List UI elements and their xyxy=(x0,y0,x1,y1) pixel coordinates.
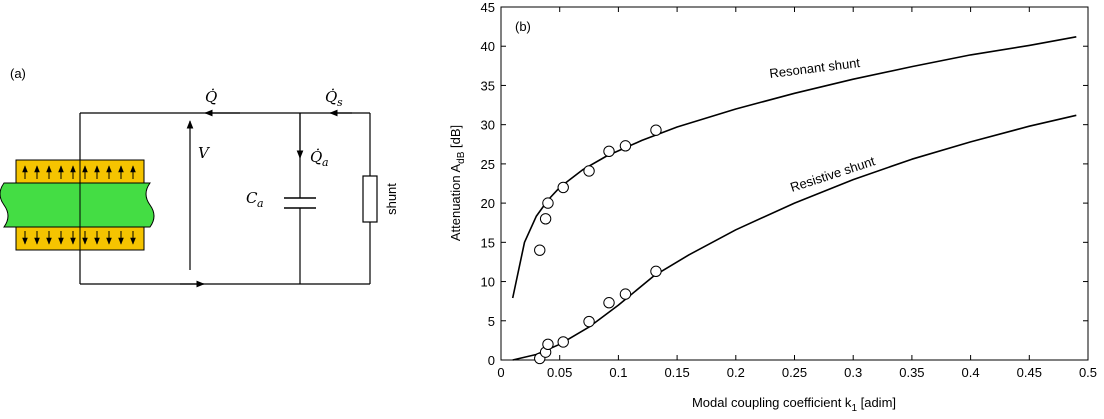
y-tick-label: 0 xyxy=(488,353,495,368)
x-axis-label: Modal coupling coefficient k1 [adim] xyxy=(692,395,896,414)
data-point-resonant xyxy=(534,244,546,256)
y-tick-label: 35 xyxy=(481,78,495,93)
series-points xyxy=(534,124,662,365)
data-point-resonant xyxy=(583,165,595,177)
y-tick-label: 5 xyxy=(488,314,495,329)
shunt-box xyxy=(362,175,378,223)
x-tick-label: 0.2 xyxy=(727,365,745,380)
data-point-resonant xyxy=(542,197,554,209)
svg-text:a: a xyxy=(322,156,329,169)
data-point-resistive xyxy=(557,336,569,348)
x-tick-label: 0 xyxy=(497,365,504,380)
x-tick-label: 0.25 xyxy=(782,365,807,380)
data-point-resonant xyxy=(650,124,662,136)
piezo-polarization-arrows xyxy=(22,165,136,245)
data-point-resonant xyxy=(603,145,615,158)
y-tick-label: 10 xyxy=(481,275,495,290)
svg-text:Modal coupling coefficient k1: Modal coupling coefficient k1 [adim] xyxy=(692,395,896,414)
y-tick-label: 30 xyxy=(481,118,495,133)
y-tick-label: 20 xyxy=(481,196,495,211)
label-voltage: V xyxy=(198,144,211,162)
svg-text:a: a xyxy=(257,197,264,210)
svg-text:C: C xyxy=(246,189,258,207)
svg-text:Q̇: Q̇ xyxy=(310,148,322,166)
y-axis-label: Attenuation AdB [dB] xyxy=(448,125,467,241)
label-qa-dot: Q̇ a xyxy=(310,148,329,169)
label-capacitance: C a xyxy=(246,189,264,210)
x-tick-label: 0.3 xyxy=(844,365,862,380)
data-point-resonant xyxy=(557,181,569,194)
data-point-resonant xyxy=(539,213,552,225)
data-point-resistive xyxy=(619,288,632,300)
x-tick-label: 0.05 xyxy=(547,365,572,380)
data-point-resonant xyxy=(619,140,632,152)
svg-text:Attenuation AdB [dB]: Attenuation AdB [dB] xyxy=(448,125,467,241)
y-tick-label: 45 xyxy=(481,0,495,15)
attenuation-chart: (b) 0 0.05 0.1 0.15 0.2 0.25 0.3 0.35 0.4 0.45 0.5… xyxy=(448,0,1097,414)
x-tick-label: 0.5 xyxy=(1079,365,1097,380)
y-tick-label: 15 xyxy=(481,235,495,250)
series-curves xyxy=(511,36,1077,361)
series-line-resistive xyxy=(512,114,1077,361)
x-tick-label: 0.45 xyxy=(1017,365,1042,380)
capacitor-symbol xyxy=(284,197,316,209)
x-tick-label: 0.35 xyxy=(899,365,924,380)
label-q-dot: Q̇ xyxy=(205,88,217,106)
y-tick-label: 40 xyxy=(481,39,495,54)
x-tick-label: 0.15 xyxy=(664,365,689,380)
panel-b-label: (b) xyxy=(515,19,531,34)
data-point-resistive xyxy=(603,297,615,309)
data-point-resistive xyxy=(583,315,595,328)
y-axis: 0 5 10 15 20 25 30 35 40 45 xyxy=(481,0,1088,368)
data-point-resistive xyxy=(650,265,662,278)
series-label-resonant: Resonant shunt xyxy=(769,55,862,81)
label-shunt: shunt xyxy=(384,183,399,215)
circuit-diagram: (a) Q̇ xyxy=(0,66,399,288)
x-tick-label: 0.1 xyxy=(609,365,627,380)
svg-text:Q̇: Q̇ xyxy=(205,88,217,106)
panel-a-label: (a) xyxy=(10,66,26,81)
svg-text:s: s xyxy=(337,96,343,109)
svg-text:Q̇: Q̇ xyxy=(325,88,337,106)
data-point-resistive xyxy=(542,338,554,351)
label-qs-dot: Q̇ s xyxy=(325,88,343,109)
x-tick-label: 0.4 xyxy=(962,365,980,380)
y-tick-label: 25 xyxy=(481,157,495,172)
beam xyxy=(0,182,155,228)
x-axis: 0 0.05 0.1 0.15 0.2 0.25 0.3 0.35 0.4 0.45 0.5 xyxy=(497,7,1097,380)
